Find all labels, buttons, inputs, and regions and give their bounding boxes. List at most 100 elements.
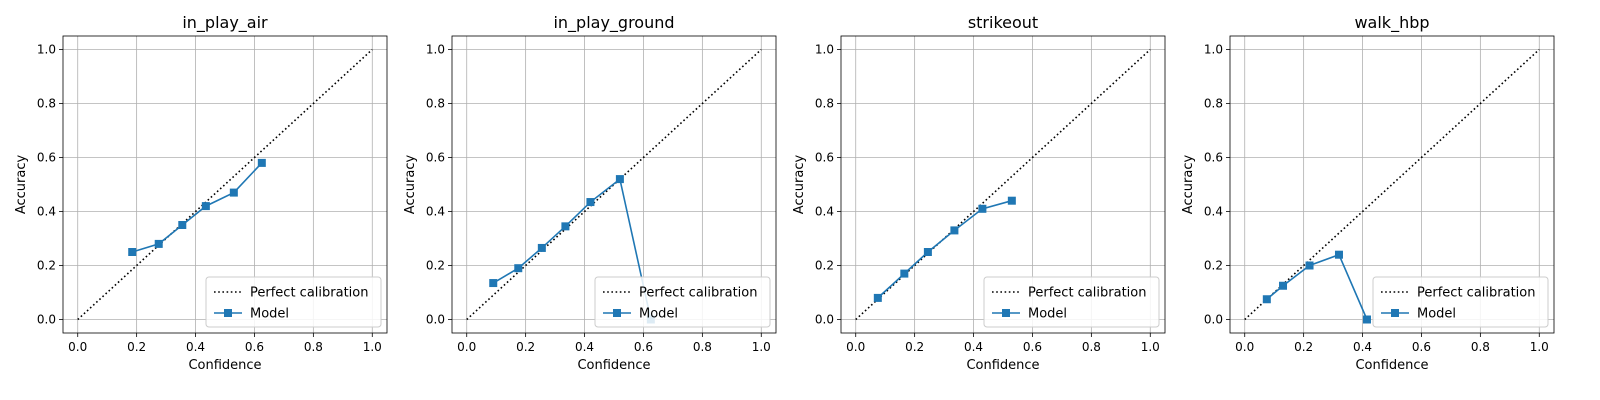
model-point [950, 226, 959, 235]
x-tick-label: 0.0 [457, 340, 476, 354]
legend: Perfect calibration Model [983, 276, 1160, 328]
y-tick-label: 1.0 [1204, 43, 1223, 57]
model-point [900, 269, 909, 278]
x-tick-label: 0.8 [304, 340, 323, 354]
legend-model-marker [1002, 309, 1010, 317]
legend-label: Perfect calibration [250, 286, 368, 301]
series-perfect-calibration-line [466, 48, 762, 321]
model-point [1305, 261, 1314, 270]
chart-panel-3: 0.0 0.2 0.4 0.6 0.8 1.0 0.0 0.2 0.4 0.6 0.8 1.0 stri… [792, 13, 1166, 373]
x-tick-label: 0.6 [245, 340, 264, 354]
x-tick-label: 0.4 [575, 340, 594, 354]
x-tick-label: 0.4 [186, 340, 205, 354]
model-point [229, 188, 238, 197]
x-tick-label: 1.0 [363, 340, 382, 354]
legend-box [205, 276, 382, 328]
model-point [1262, 295, 1271, 304]
chart-panel-4: 0.0 0.2 0.4 0.6 0.8 1.0 0.0 0.2 0.4 0.6 0.8 1.0 walk… [1181, 13, 1555, 373]
legend: Perfect calibration Model [205, 276, 382, 328]
legend-model-marker [1391, 309, 1399, 317]
model-point [1279, 281, 1288, 290]
x-tick-label: 0.6 [1023, 340, 1042, 354]
axes-frame [451, 35, 777, 334]
legend-model-marker [613, 309, 621, 317]
x-tick-label: 0.0 [1235, 340, 1254, 354]
x-axis-label: Confidence [188, 358, 261, 373]
y-axis-label: Accuracy [403, 155, 418, 215]
x-tick-label: 0.2 [905, 340, 924, 354]
y-axis-label: Accuracy [1181, 155, 1196, 215]
model-point [537, 243, 546, 252]
plot-area [855, 48, 1151, 321]
y-tick-label: 0.0 [1204, 313, 1223, 327]
x-axis-label: Confidence [966, 358, 1039, 373]
chart-title: walk_hbp [1354, 13, 1429, 33]
legend: Perfect calibration Model [594, 276, 771, 328]
y-tick-label: 0.2 [426, 259, 445, 273]
legend-box [1372, 276, 1549, 328]
x-tick-label: 0.8 [1082, 340, 1101, 354]
legend-box [594, 276, 771, 328]
y-tick-label: 0.8 [1204, 97, 1223, 111]
x-tick-label: 0.2 [1294, 340, 1313, 354]
y-axis-label: Accuracy [792, 155, 807, 215]
y-tick-label: 1.0 [37, 43, 56, 57]
y-tick-label: 0.8 [815, 97, 834, 111]
y-tick-label: 0.8 [426, 97, 445, 111]
x-tick-label: 0.0 [68, 340, 87, 354]
x-axis-label: Confidence [1355, 358, 1428, 373]
model-point [1007, 196, 1016, 205]
x-tick-label: 1.0 [1141, 340, 1160, 354]
x-tick-label: 0.4 [964, 340, 983, 354]
model-point [489, 279, 498, 288]
model-point [873, 293, 882, 302]
y-tick-label: 0.0 [426, 313, 445, 327]
model-point [978, 204, 987, 213]
model-point [615, 175, 624, 184]
y-tick-label: 0.4 [1204, 205, 1223, 219]
y-tick-label: 0.2 [37, 259, 56, 273]
axes-frame [840, 35, 1166, 334]
x-tick-label: 0.8 [1471, 340, 1490, 354]
chart-title: strikeout [968, 13, 1038, 32]
legend-label: Perfect calibration [1417, 286, 1535, 301]
y-axis-label: Accuracy [14, 155, 29, 215]
legend-box [983, 276, 1160, 328]
model-point [1362, 315, 1371, 324]
x-tick-label: 1.0 [752, 340, 771, 354]
model-point [561, 222, 570, 231]
model-point [201, 202, 210, 211]
y-tick-label: 0.6 [37, 151, 56, 165]
y-tick-label: 0.6 [815, 151, 834, 165]
y-tick-label: 0.4 [426, 205, 445, 219]
plot-area [77, 48, 373, 321]
y-tick-label: 0.2 [1204, 259, 1223, 273]
y-tick-label: 0.0 [37, 313, 56, 327]
series-model-line [131, 162, 263, 253]
legend-label: Perfect calibration [639, 286, 757, 301]
legend-label: Model [639, 307, 678, 322]
y-tick-label: 1.0 [815, 43, 834, 57]
model-point [514, 264, 523, 273]
series-perfect-calibration-line [1244, 48, 1540, 321]
x-axis-label: Confidence [577, 358, 650, 373]
axes-frame [62, 35, 388, 334]
model-point [923, 248, 932, 256]
legend-label: Perfect calibration [1028, 286, 1146, 301]
y-tick-label: 0.4 [815, 205, 834, 219]
x-tick-label: 0.6 [634, 340, 653, 354]
x-tick-label: 1.0 [1530, 340, 1549, 354]
x-tick-label: 0.2 [127, 340, 146, 354]
y-tick-label: 0.8 [37, 97, 56, 111]
y-tick-label: 1.0 [426, 43, 445, 57]
model-point [257, 158, 266, 167]
legend-model-marker [224, 309, 232, 317]
model-point [154, 239, 163, 248]
model-point [1334, 250, 1343, 259]
x-tick-label: 0.0 [846, 340, 865, 354]
y-tick-label: 0.0 [815, 313, 834, 327]
x-tick-label: 0.2 [516, 340, 535, 354]
chart-title: in_play_ground [553, 13, 674, 33]
legend-label: Model [250, 307, 289, 322]
